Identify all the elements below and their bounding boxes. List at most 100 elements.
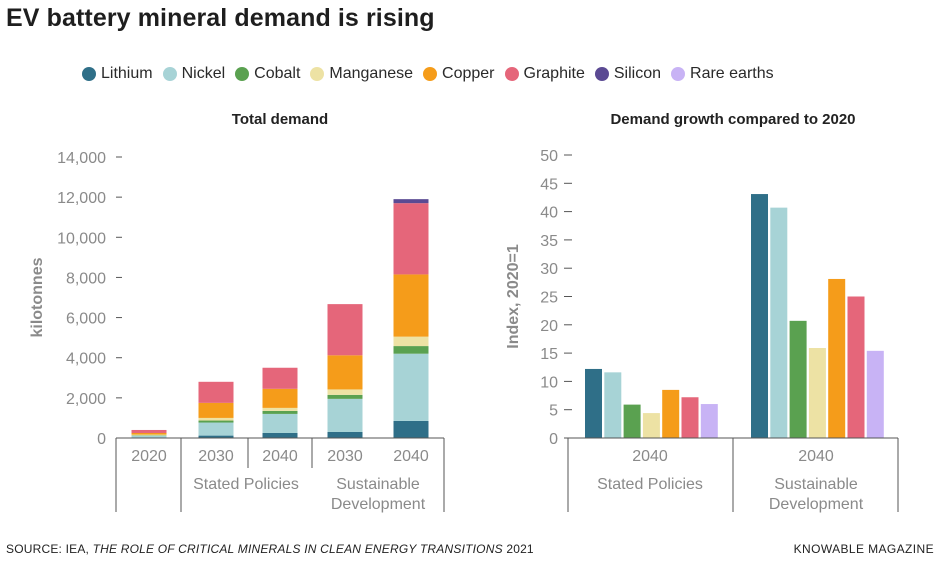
bar xyxy=(585,368,602,438)
panel-title-total-demand: Total demand xyxy=(232,111,328,128)
bar xyxy=(751,194,768,438)
source-prefix: SOURCE: IEA, xyxy=(6,542,93,556)
bar-segment xyxy=(327,389,363,395)
legend-swatch xyxy=(594,67,609,81)
source-suffix: 2021 xyxy=(502,542,534,556)
group-label: Sustainable Development xyxy=(769,476,864,513)
x-category-label: 2040 xyxy=(262,448,298,465)
legend-swatch xyxy=(671,67,686,81)
bar xyxy=(662,389,680,438)
bar xyxy=(770,207,788,438)
bar-segment xyxy=(198,381,234,403)
y-tick-label: 12,000 xyxy=(57,190,106,207)
bar xyxy=(623,404,641,438)
bar xyxy=(847,296,865,438)
x-category-label: 2040 xyxy=(393,448,429,465)
bar-segment xyxy=(393,353,429,421)
bar-segment xyxy=(393,203,429,275)
y-tick-label: 10,000 xyxy=(57,230,106,247)
bar-segment xyxy=(327,431,363,438)
bar-segment xyxy=(262,432,298,438)
y-tick-label: 14,000 xyxy=(57,150,106,167)
bar-segment xyxy=(198,420,234,423)
bar xyxy=(681,397,699,438)
y-tick-label: 0 xyxy=(549,431,558,448)
bar-segment xyxy=(327,394,363,399)
bar xyxy=(789,320,807,438)
legend-label: Rare earths xyxy=(690,65,774,82)
legend-label: Cobalt xyxy=(254,65,301,82)
x-category-label: 2030 xyxy=(198,448,234,465)
legend-item: Cobalt xyxy=(235,65,300,83)
y-tick-label: 40 xyxy=(540,205,558,222)
bar-segment xyxy=(327,355,363,390)
legend-swatch xyxy=(423,67,438,81)
y-tick-label: 50 xyxy=(540,148,558,165)
legend-item: Rare earths xyxy=(671,65,774,83)
bar-segment xyxy=(393,199,429,204)
legend-item: Nickel xyxy=(162,65,226,83)
legend-swatch xyxy=(235,67,250,81)
bar-segment xyxy=(262,367,298,389)
bar-segment xyxy=(262,410,298,414)
bar xyxy=(866,350,884,438)
y-axis-title: kilotonnes xyxy=(29,257,46,337)
legend-item: Graphite xyxy=(504,65,585,83)
x-category-label: 2040 xyxy=(632,448,668,465)
y-tick-label: 2,000 xyxy=(66,391,106,408)
source-note: SOURCE: IEA, THE ROLE OF CRITICAL MINERA… xyxy=(6,542,534,556)
chart-title: EV battery mineral demand is rising xyxy=(6,4,435,32)
x-category-label: 2020 xyxy=(131,448,167,465)
legend-item: Silicon xyxy=(594,65,662,83)
y-tick-label: 30 xyxy=(540,261,558,278)
legend-item: Lithium xyxy=(82,65,153,83)
y-tick-label: 4,000 xyxy=(66,351,106,368)
bar-segment xyxy=(393,274,429,337)
group-label: Stated Policies xyxy=(597,476,703,493)
legend-swatch xyxy=(504,67,519,81)
bar-segment xyxy=(262,413,298,433)
legend: Lithium Nickel Cobalt Manganese Copper Graphi… xyxy=(82,64,784,84)
x-category-label: 2040 xyxy=(798,448,834,465)
legend-label: Silicon xyxy=(613,65,662,82)
bar-segment xyxy=(393,420,429,438)
y-tick-label: 45 xyxy=(540,176,558,193)
brand-credit: KNOWABLE MAGAZINE xyxy=(793,542,934,556)
y-tick-label: 8,000 xyxy=(66,270,106,287)
bar-segment xyxy=(327,398,363,432)
y-axis-title: Index, 2020=1 xyxy=(505,244,522,349)
bar-segment xyxy=(131,435,167,438)
x-category-label: 2030 xyxy=(327,448,363,465)
y-tick-label: 15 xyxy=(540,346,558,363)
y-tick-label: 6,000 xyxy=(66,311,106,328)
legend-item: Manganese xyxy=(310,65,413,83)
bar xyxy=(604,372,622,438)
group-label: Sustainable Development xyxy=(331,476,426,513)
legend-label: Lithium xyxy=(101,65,153,82)
group-label: Stated Policies xyxy=(193,476,299,493)
bar-segment xyxy=(393,336,429,347)
bar xyxy=(700,404,718,438)
legend-label: Nickel xyxy=(181,65,226,82)
bar-segment xyxy=(198,422,234,436)
panel-title-demand-growth: Demand growth compared to 2020 xyxy=(610,111,855,128)
bar xyxy=(828,278,846,438)
bar-segment xyxy=(131,432,167,435)
legend-label: Copper xyxy=(442,65,495,82)
bar-segment xyxy=(198,402,234,418)
legend-label: Manganese xyxy=(329,65,414,82)
bar xyxy=(808,348,826,438)
legend-swatch xyxy=(82,67,96,81)
source-title: THE ROLE OF CRITICAL MINERALS IN CLEAN E… xyxy=(92,542,503,556)
bar-segment xyxy=(131,434,167,436)
bar-segment xyxy=(131,429,167,433)
bar-segment xyxy=(198,417,234,421)
legend-item: Copper xyxy=(423,65,495,83)
bar-segment xyxy=(198,435,234,438)
legend-label: Graphite xyxy=(523,65,585,82)
bar-segment xyxy=(393,346,429,354)
y-tick-label: 0 xyxy=(97,431,106,448)
y-tick-label: 10 xyxy=(540,374,558,391)
y-tick-label: 5 xyxy=(549,403,558,420)
y-tick-label: 35 xyxy=(540,233,558,250)
